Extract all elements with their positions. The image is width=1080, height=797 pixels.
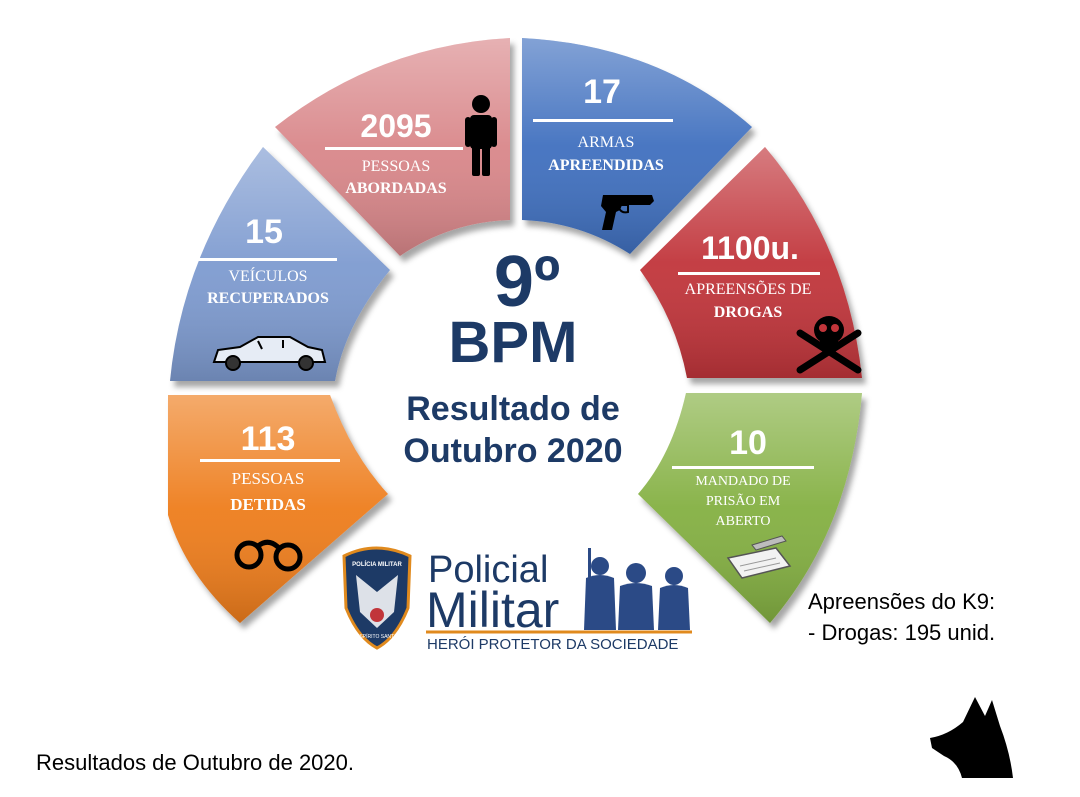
badge-top-text: POLÍCIA MILITAR bbox=[352, 560, 402, 568]
label-armas: ARMAS bbox=[578, 134, 635, 151]
label-abordadas: ABORDADAS bbox=[345, 180, 446, 197]
k9-info: Apreensões do K9: - Drogas: 195 unid. bbox=[808, 586, 995, 648]
dog-head-icon bbox=[930, 697, 1013, 778]
badge-bottom-text: ESPÍRITO SANTO bbox=[356, 633, 398, 640]
label-aberto: ABERTO bbox=[716, 514, 771, 529]
caption: Resultados de Outubro de 2020. bbox=[36, 750, 355, 775]
k9-title: Apreensões do K9: bbox=[808, 589, 996, 614]
value-apreensoes-drogas: 1100u. bbox=[701, 230, 799, 266]
k9-drugs: - Drogas: 195 unid. bbox=[808, 620, 996, 645]
label-drogas: DROGAS bbox=[714, 304, 783, 321]
battalion-abbr: BPM bbox=[449, 310, 578, 375]
subtitle-line2: Outubro 2020 bbox=[403, 432, 622, 470]
battalion-number: 9º bbox=[494, 242, 560, 322]
soldiers-silhouette-icon bbox=[584, 548, 690, 630]
value-veiculos-recuperados: 15 bbox=[245, 213, 283, 251]
divider bbox=[325, 147, 463, 150]
logo-line2: Militar bbox=[426, 582, 559, 638]
label-apreendidas: APREENDIDAS bbox=[548, 157, 664, 174]
car-icon bbox=[212, 336, 327, 371]
label-mandado-de: MANDADO DE bbox=[695, 474, 790, 489]
handcuffs-icon bbox=[234, 539, 303, 572]
value-pessoas-abordadas: 2095 bbox=[360, 108, 431, 144]
subtitle-line1: Resultado de bbox=[406, 390, 619, 428]
label-prisao-em: PRISÃO EM bbox=[706, 493, 781, 509]
value-armas-apreendidas: 17 bbox=[583, 73, 621, 111]
divider bbox=[672, 466, 814, 469]
notepad-icon bbox=[726, 535, 792, 579]
label-detidas: DETIDAS bbox=[230, 495, 306, 514]
person-icon bbox=[465, 95, 497, 176]
divider bbox=[678, 272, 820, 275]
pistol-icon bbox=[601, 195, 654, 230]
label-pessoas: PESSOAS bbox=[362, 158, 430, 175]
label-apreensoes-de: APREENSÕES DE bbox=[685, 280, 812, 298]
pm-logo: POLÍCIA MILITAR ESPÍRITO SANTO Policial … bbox=[342, 546, 692, 653]
value-mandado-prisao: 10 bbox=[729, 424, 767, 462]
pm-badge: POLÍCIA MILITAR ESPÍRITO SANTO bbox=[342, 546, 412, 650]
label-pessoas: PESSOAS bbox=[232, 469, 305, 488]
logo-line1: Policial bbox=[428, 549, 548, 591]
label-recuperados: RECUPERADOS bbox=[207, 290, 329, 307]
divider bbox=[197, 258, 337, 261]
logo-tagline: HERÓI PROTETOR DA SOCIEDADE bbox=[427, 636, 678, 653]
label-veiculos: VEÍCULOS bbox=[228, 266, 307, 285]
divider bbox=[200, 459, 340, 462]
divider bbox=[533, 119, 673, 122]
skull-icon bbox=[796, 316, 862, 374]
gloss-overlay bbox=[168, 38, 862, 623]
value-pessoas-detidas: 113 bbox=[241, 420, 296, 458]
